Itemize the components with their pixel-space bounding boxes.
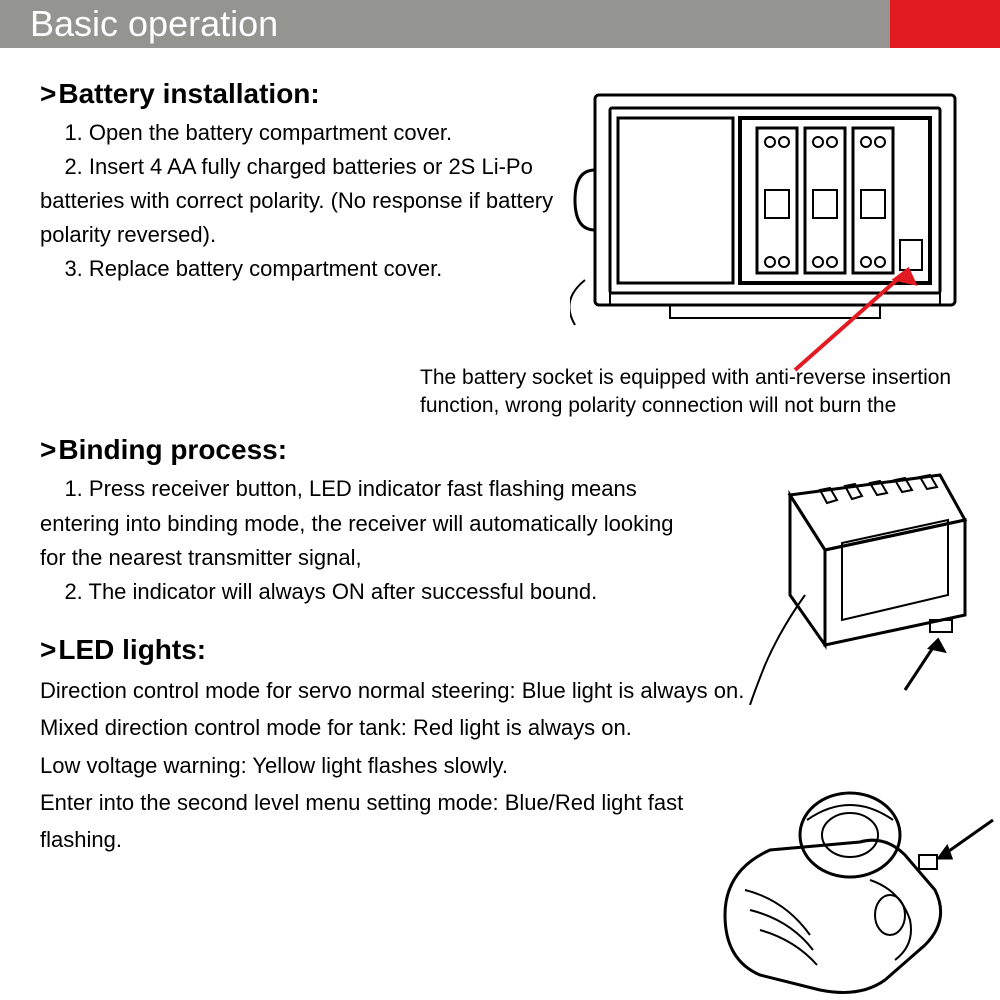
heading-battery-text: Battery installation: [58,78,319,109]
page-title: Basic operation [30,3,278,45]
header-grey-bg: Basic operation [0,0,890,48]
illustration-controller [705,780,995,990]
body-battery: 1. Open the battery compartment cover. 2… [40,116,580,286]
chevron-icon: > [40,434,56,465]
heading-led-text: LED lights: [58,634,206,665]
heading-binding-text: Binding process: [58,434,287,465]
body-binding: 1. Press receiver button, LED indicator … [40,472,690,608]
illustration-battery-compartment [570,70,980,340]
header-red-accent [890,0,1000,48]
illustration-receiver [730,465,980,685]
body-led: Direction control mode for servo normal … [40,672,760,859]
header-bar: Basic operation [0,0,1000,48]
heading-binding: >Binding process: [40,434,980,466]
chevron-icon: > [40,78,56,109]
chevron-icon: > [40,634,56,665]
